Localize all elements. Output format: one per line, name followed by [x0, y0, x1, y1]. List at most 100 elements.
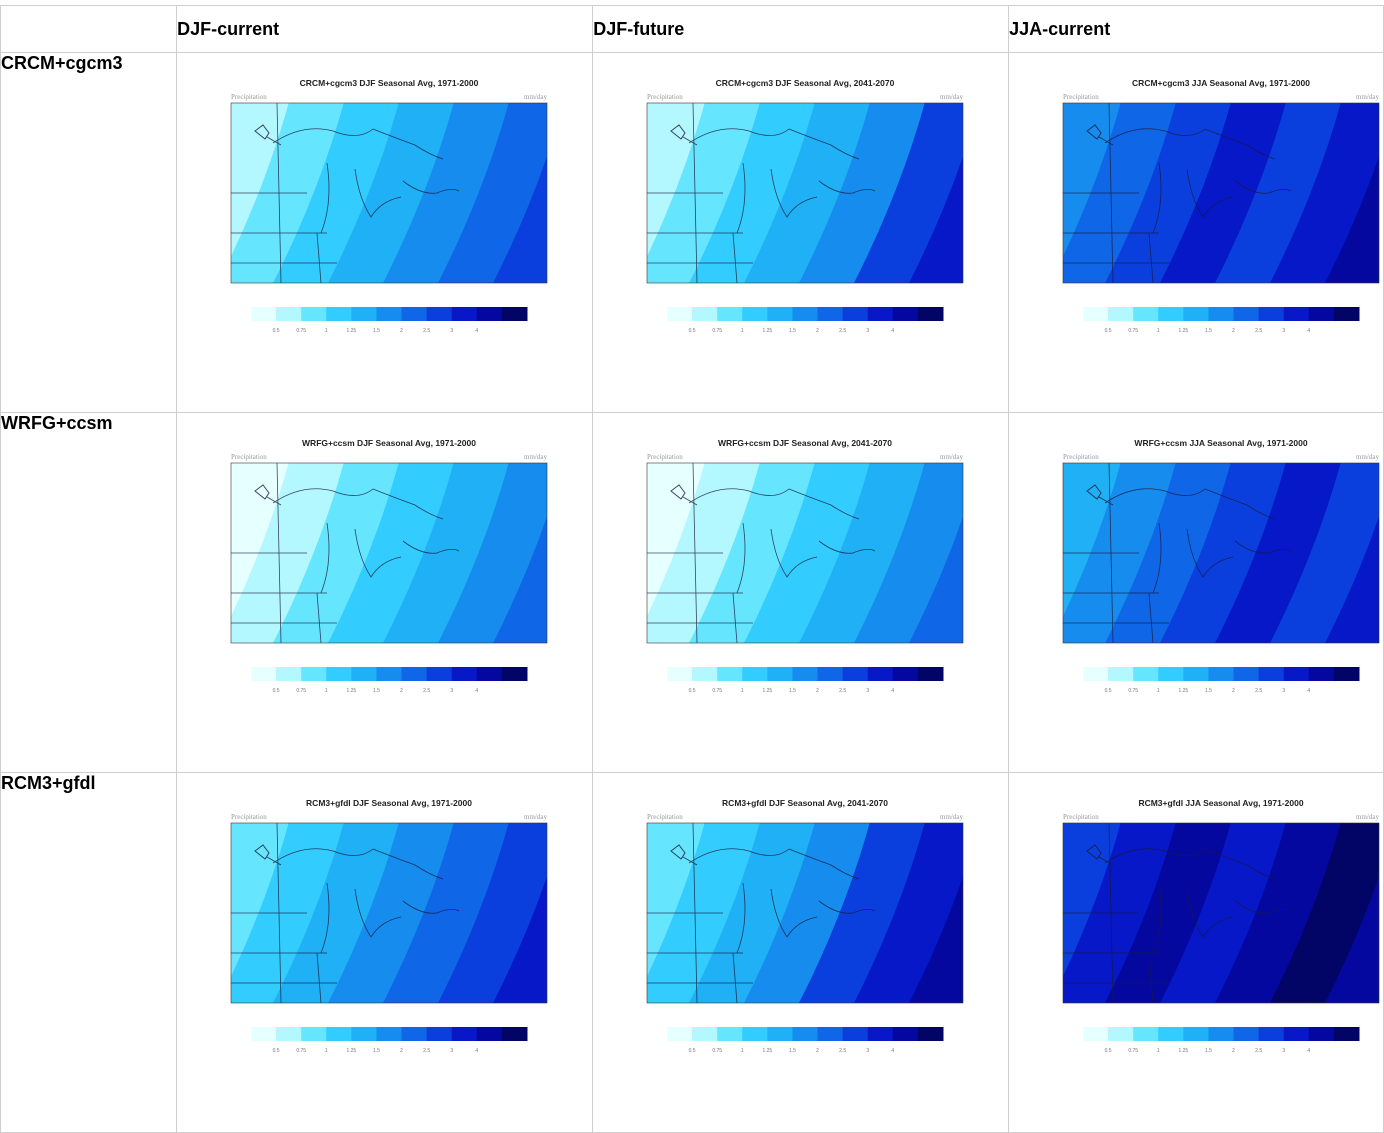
map-units-label: mm/day [1356, 453, 1379, 461]
table-cell-crcm-cgcm3-jja-current: CRCM+cgcm3 JJA Seasonal Avg, 1971-2000 Pr… [1008, 52, 1384, 413]
colorbar-swatch [1083, 307, 1109, 321]
map-field [647, 103, 964, 283]
colorbar-tick-label: 0.75 [296, 688, 306, 694]
precipitation-map-image: WRFG+ccsm JJA Seasonal Avg, 1971-2000 Pre… [1009, 433, 1384, 733]
map-variable-label: Precipitation [1063, 813, 1099, 821]
colorbar-swatch [276, 667, 302, 681]
colorbar-swatch [426, 307, 453, 321]
precipitation-map-image: RCM3+gfdl JJA Seasonal Avg, 1971-2000 Pre… [1009, 793, 1384, 1093]
map-title: CRCM+cgcm3 DJF Seasonal Avg, 2041-2070 [716, 78, 895, 88]
table-row-wrfg-ccsm: WRFG+ccsm WRFG+ccsm DJF Seasonal Avg, 197… [0, 412, 1384, 773]
colorbar-swatch [426, 667, 453, 681]
colorbar-swatch [867, 307, 894, 321]
colorbar-swatch [502, 1027, 528, 1041]
colorbar-swatch [1233, 1027, 1260, 1041]
colorbar-tick-label: 0.75 [713, 328, 723, 334]
colorbar-swatch [1308, 307, 1335, 321]
map-variable-label: Precipitation [231, 93, 267, 101]
colorbar-tick-label: 4 [892, 1048, 895, 1054]
colorbar-tick-label: 0.75 [1128, 328, 1138, 334]
colorbar-tick-label: 3 [1282, 1048, 1285, 1054]
colorbar-tick-label: 0.5 [273, 1048, 280, 1054]
map-title: CRCM+cgcm3 DJF Seasonal Avg, 1971-2000 [300, 78, 479, 88]
colorbar-tick-label: 4 [476, 1048, 479, 1054]
precipitation-map-image: CRCM+cgcm3 DJF Seasonal Avg, 2041-2070 Pr… [593, 73, 1013, 373]
colorbar-tick-label: 1 [741, 1048, 744, 1054]
colorbar-swatch [1183, 307, 1210, 321]
colorbar-swatch [767, 307, 794, 321]
colorbar-tick-label: 0.5 [689, 688, 696, 694]
colorbar-swatch [1233, 307, 1260, 321]
colorbar-tick-label: 3 [450, 1048, 453, 1054]
precipitation-map-figure: RCM3+gfdl DJF Seasonal Avg, 1971-2000 Pre… [230, 798, 548, 1054]
colorbar-tick-label: 0.75 [296, 328, 306, 334]
map-variable-label: Precipitation [647, 813, 683, 821]
colorbar-tick-label: 1.25 [347, 1048, 357, 1054]
colorbar-tick-label: 1.25 [763, 328, 773, 334]
colorbar-swatch [1208, 667, 1235, 681]
colorbar-swatch [842, 307, 869, 321]
map-field [231, 823, 548, 1003]
colorbar-swatch [1183, 667, 1210, 681]
colorbar-tick-label: 2 [1232, 688, 1235, 694]
colorbar-swatch [792, 307, 819, 321]
colorbar-swatch [326, 1027, 352, 1041]
map-variable-label: Precipitation [1063, 93, 1099, 101]
precipitation-map-image: CRCM+cgcm3 JJA Seasonal Avg, 1971-2000 Pr… [1009, 73, 1384, 373]
colorbar-tick-label: 2 [400, 688, 403, 694]
colorbar: 0.5 0.75 1 1.25 1.5 2 2.5 3 4 [667, 1027, 944, 1054]
precipitation-map-figure: WRFG+ccsm DJF Seasonal Avg, 1971-2000 Pre… [230, 438, 548, 694]
precipitation-map-figure: RCM3+gfdl DJF Seasonal Avg, 2041-2070 Pre… [646, 798, 964, 1054]
colorbar-tick-label: 1.5 [373, 328, 380, 334]
colorbar-swatch [426, 1027, 453, 1041]
colorbar-swatch [502, 307, 528, 321]
table-cell-rcm3-gfdl-jja-current: RCM3+gfdl JJA Seasonal Avg, 1971-2000 Pre… [1008, 772, 1384, 1133]
colorbar-tick-label: 1.5 [1205, 328, 1212, 334]
colorbar-swatch [451, 667, 478, 681]
precipitation-map-figure: WRFG+ccsm JJA Seasonal Avg, 1971-2000 Pre… [1062, 438, 1380, 694]
colorbar-tick-label: 1 [1157, 688, 1160, 694]
colorbar-tick-label: 1 [325, 328, 328, 334]
colorbar-swatch [692, 1027, 718, 1041]
colorbar-tick-label: 1.5 [789, 1048, 796, 1054]
colorbar-swatch [251, 667, 277, 681]
table-cell-rcm3-gfdl-djf-current: RCM3+gfdl DJF Seasonal Avg, 1971-2000 Pre… [176, 772, 594, 1133]
colorbar-swatch [401, 1027, 428, 1041]
colorbar-swatch [1334, 1027, 1360, 1041]
colorbar-tick-label: 3 [450, 328, 453, 334]
colorbar: 0.5 0.75 1 1.25 1.5 2 2.5 3 4 [251, 667, 528, 694]
colorbar-swatch [351, 307, 378, 321]
colorbar-tick-label: 2.5 [423, 1048, 430, 1054]
colorbar-tick-label: 1.5 [789, 328, 796, 334]
map-field [647, 823, 964, 1003]
map-units-label: mm/day [524, 453, 547, 461]
colorbar-swatch [717, 667, 743, 681]
colorbar-tick-label: 3 [450, 688, 453, 694]
colorbar-swatch [476, 307, 503, 321]
colorbar-swatch [1158, 667, 1185, 681]
colorbar-tick-label: 1 [325, 1048, 328, 1054]
colorbar-swatch [1283, 1027, 1310, 1041]
table-cell-crcm-cgcm3-djf-future: CRCM+cgcm3 DJF Seasonal Avg, 2041-2070 Pr… [592, 52, 1010, 413]
colorbar-swatch [1283, 307, 1310, 321]
colorbar-tick-label: 3 [1282, 328, 1285, 334]
colorbar-swatch [1258, 307, 1285, 321]
colorbar-swatch [817, 1027, 844, 1041]
colorbar-swatch [351, 667, 378, 681]
row-header-wrfg-ccsm: WRFG+ccsm [0, 412, 178, 773]
colorbar-swatch [326, 667, 352, 681]
colorbar-tick-label: 0.75 [296, 1048, 306, 1054]
colorbar-tick-label: 2.5 [839, 328, 846, 334]
map-title: WRFG+ccsm JJA Seasonal Avg, 1971-2000 [1135, 438, 1308, 448]
colorbar-swatch [1334, 667, 1360, 681]
colorbar-swatch [767, 667, 794, 681]
colorbar-tick-label: 1.5 [1205, 1048, 1212, 1054]
corner-header [0, 5, 178, 53]
colorbar-tick-label: 1.25 [763, 688, 773, 694]
colorbar-tick-label: 0.5 [1105, 688, 1112, 694]
map-field [231, 103, 548, 283]
colorbar-tick-label: 4 [1308, 688, 1311, 694]
colorbar-swatch [1208, 1027, 1235, 1041]
colorbar-tick-label: 0.5 [689, 1048, 696, 1054]
colorbar-tick-label: 0.5 [1105, 328, 1112, 334]
